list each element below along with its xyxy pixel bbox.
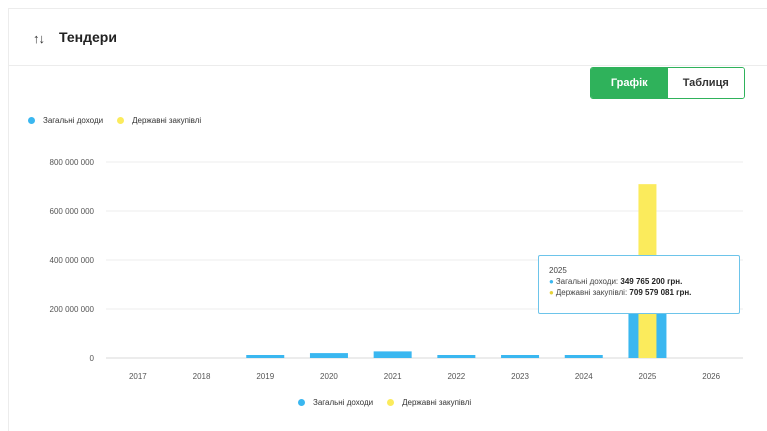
x-tick-label: 2024 (575, 372, 593, 381)
chart-view-button[interactable]: Графік (591, 68, 668, 98)
legend-dot-procurement (387, 399, 395, 406)
legend-dot-income (298, 399, 305, 406)
legend-label: Загальні доходи (313, 398, 374, 407)
y-tick-label: 0 (90, 354, 95, 363)
legend-label: Загальні доходи (43, 116, 104, 125)
legend-dot-procurement (117, 117, 125, 124)
tooltip-line-procurement: ● Державні закупівлі: 709 579 081 грн. (549, 287, 729, 298)
x-tick-label: 2021 (384, 372, 402, 381)
x-tick-label: 2018 (193, 372, 211, 381)
x-tick-label: 2020 (320, 372, 338, 381)
tooltip-label: Загальні доходи: (555, 277, 619, 286)
bar-income (246, 355, 285, 358)
x-tick-label: 2023 (511, 372, 529, 381)
chart-tooltip: 2025 ● Загальні доходи: 349 765 200 грн. … (538, 255, 740, 314)
y-tick-label: 200 000 000 (50, 305, 95, 314)
y-tick-label: 800 000 000 (50, 158, 95, 167)
tooltip-label: Державні закупівлі: (555, 288, 628, 297)
legend-item-procurement[interactable]: Державні закупівлі (387, 398, 471, 407)
bottom-legend: Загальні доходи Державні закупівлі (298, 398, 485, 407)
view-toggle: Графік Таблиця (590, 67, 745, 99)
tooltip-value: 709 579 081 грн. (629, 288, 692, 297)
legend-item-income[interactable]: Загальні доходи (298, 398, 373, 407)
card-header: ↑↓ Тендери (9, 9, 767, 66)
x-tick-label: 2019 (256, 372, 274, 381)
table-view-button[interactable]: Таблиця (667, 68, 744, 98)
tooltip-year: 2025 (549, 266, 567, 275)
bar-income (309, 353, 348, 358)
legend-item-procurement[interactable]: Державні закупівлі (117, 116, 201, 125)
card-title: Тендери (59, 29, 117, 45)
bar-income (564, 355, 603, 358)
tooltip-value: 349 765 200 грн. (620, 277, 683, 286)
top-legend: Загальні доходи Державні закупівлі (28, 116, 215, 125)
legend-dot-income (28, 117, 35, 124)
bar-income (437, 355, 476, 358)
tooltip-line-income: ● Загальні доходи: 349 765 200 грн. (549, 276, 729, 287)
legend-item-income[interactable]: Загальні доходи (28, 116, 103, 125)
legend-label: Державні закупівлі (402, 398, 472, 407)
sort-arrows-icon: ↑↓ (33, 31, 45, 46)
bar-income (501, 355, 540, 358)
y-tick-label: 600 000 000 (50, 207, 95, 216)
tooltip-dot-income: ● (549, 277, 554, 286)
legend-label: Державні закупівлі (132, 116, 202, 125)
y-tick-label: 400 000 000 (50, 256, 95, 265)
bar-income (373, 351, 412, 358)
tooltip-dot-procurement: ● (549, 288, 554, 297)
x-tick-label: 2026 (702, 372, 720, 381)
x-tick-label: 2022 (447, 372, 465, 381)
x-tick-label: 2017 (129, 372, 147, 381)
x-tick-label: 2025 (639, 372, 657, 381)
